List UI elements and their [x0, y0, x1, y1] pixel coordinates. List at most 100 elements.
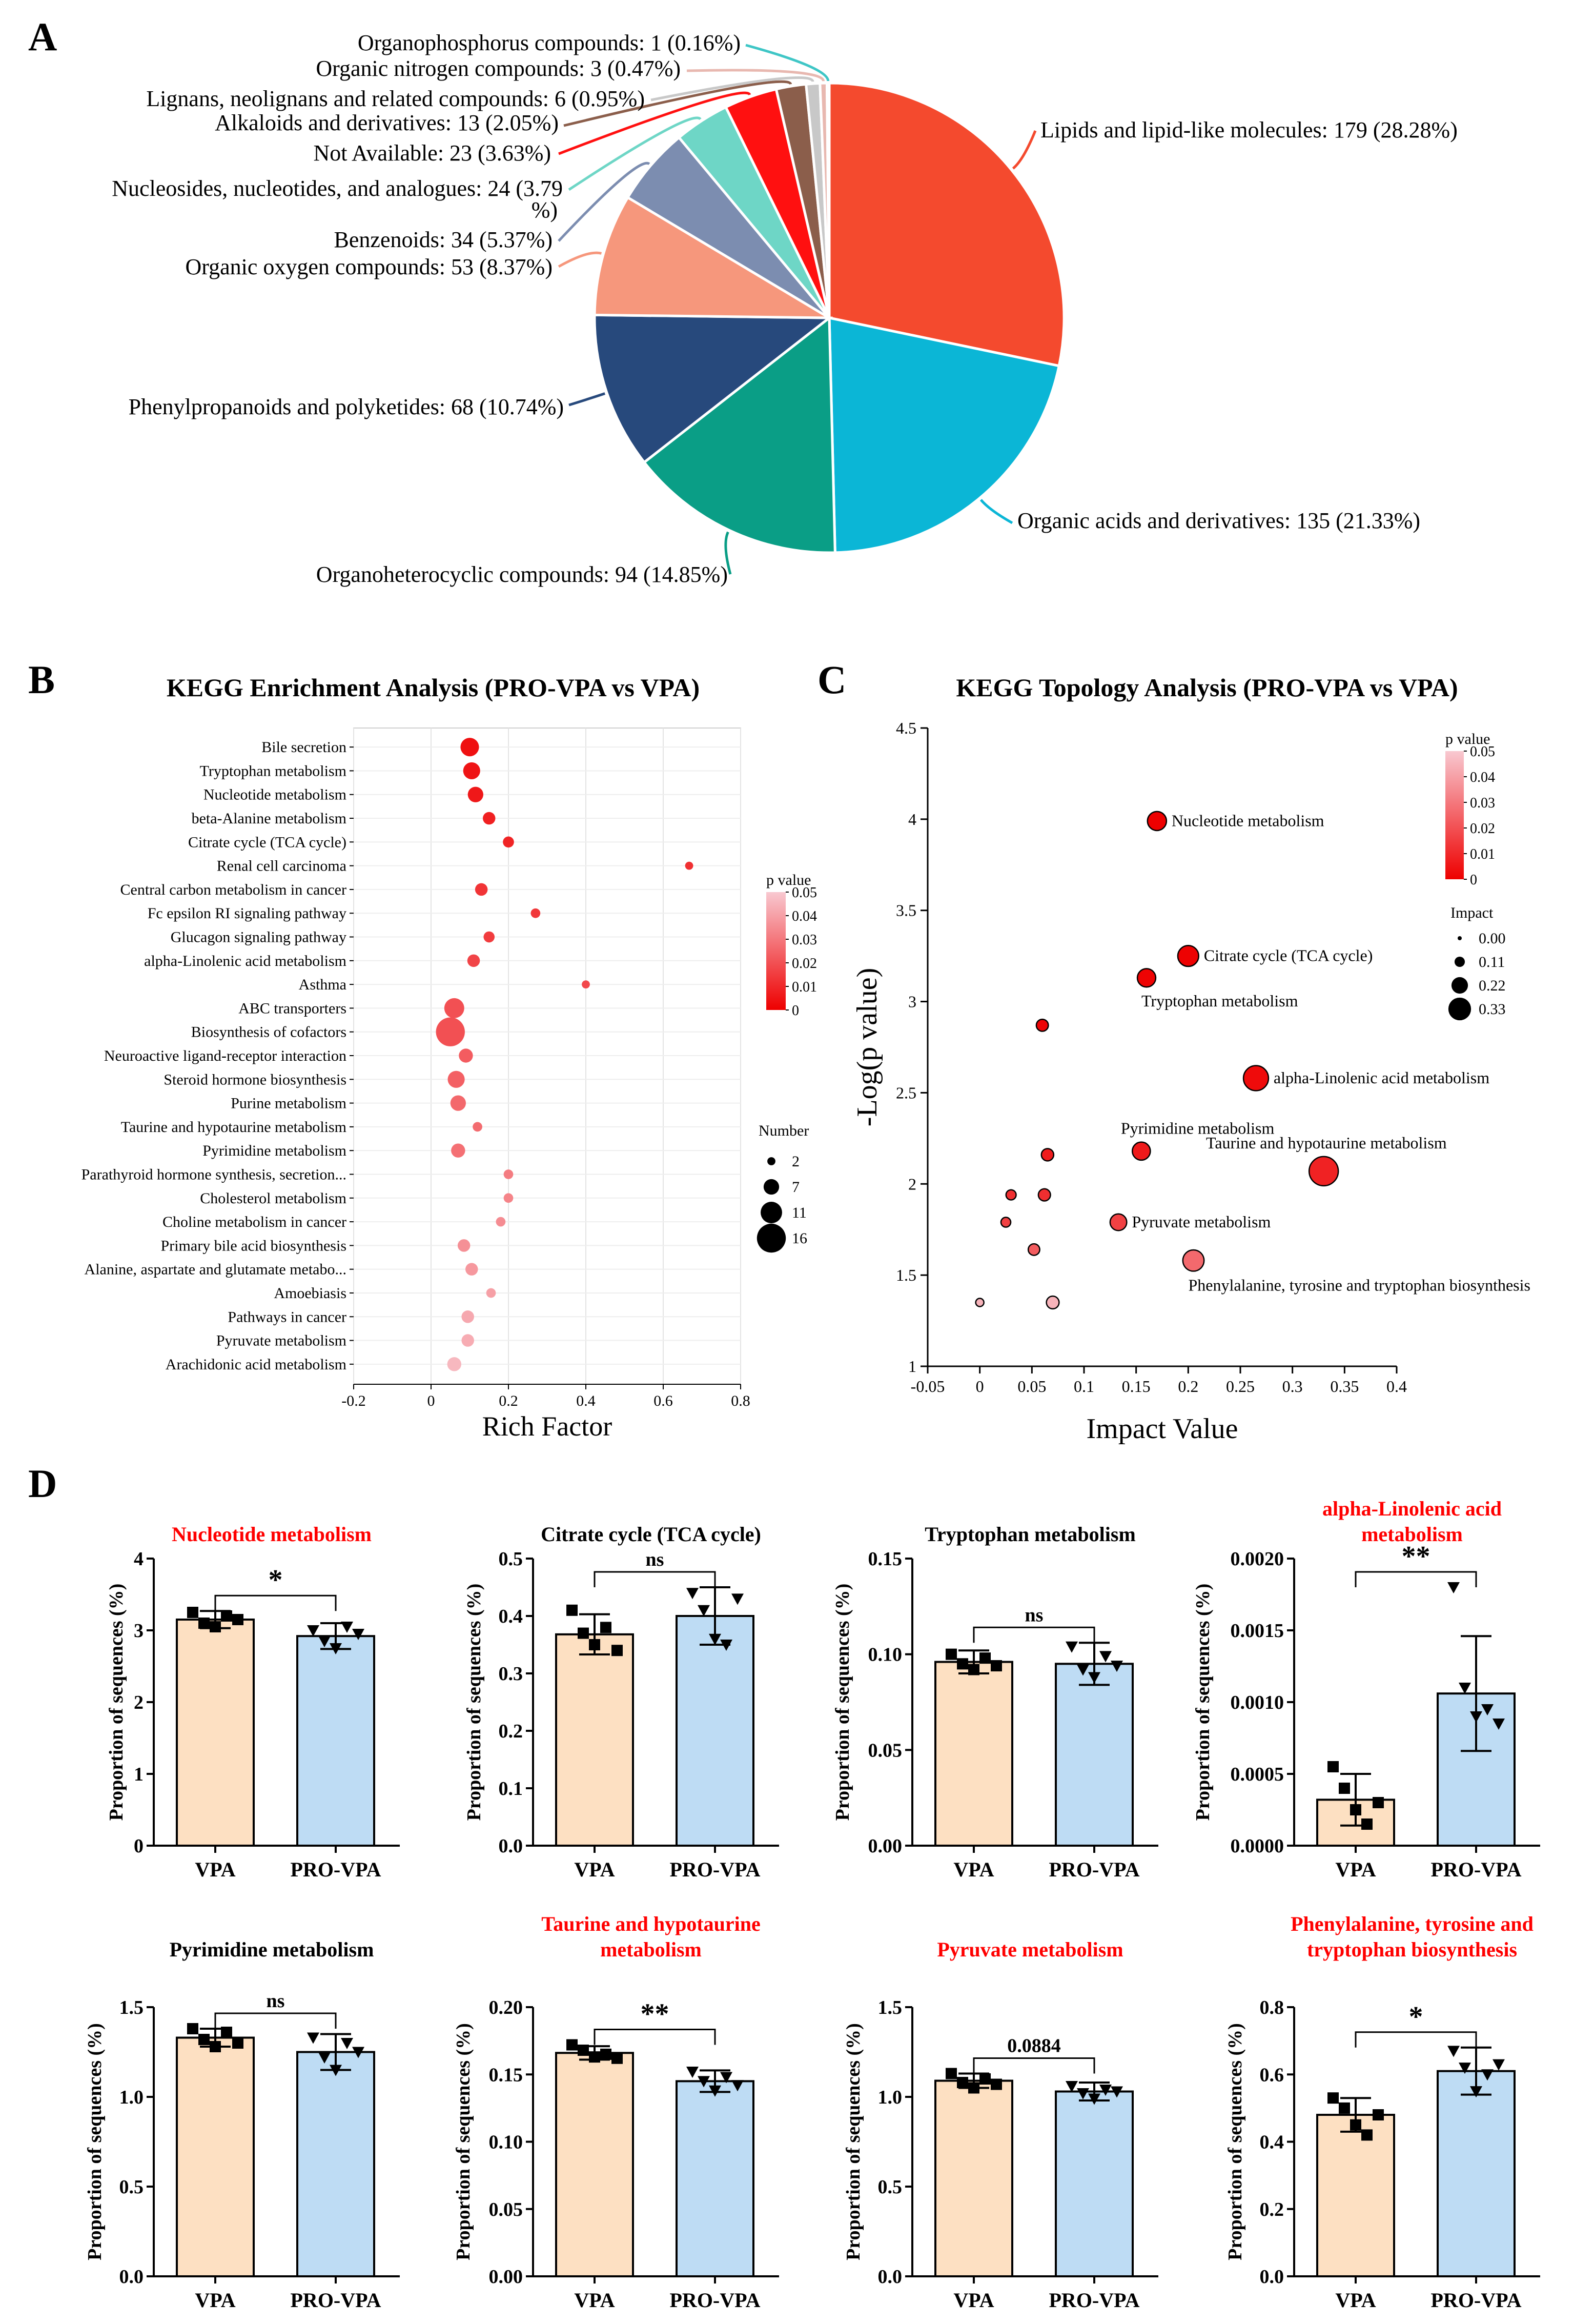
enrichment-dot — [530, 908, 541, 918]
data-point — [600, 2048, 611, 2060]
significance-label: * — [269, 1564, 283, 1596]
category-label: VPA — [195, 1858, 235, 1881]
x-tick-label: 0.4 — [1386, 1377, 1407, 1396]
data-point — [979, 1652, 991, 1664]
slice-label: Organic oxygen compounds: 53 (8.37%) — [185, 254, 553, 279]
data-point — [1470, 1711, 1482, 1723]
significance-label: ns — [1025, 1604, 1044, 1626]
pie-slice — [828, 316, 1061, 554]
topology-label: alpha-Linolenic acid metabolism — [1274, 1068, 1489, 1087]
x-tick-label: 0 — [976, 1377, 984, 1396]
slice-label: %) — [532, 197, 558, 223]
y-tick-label: 0.05 — [868, 1740, 903, 1761]
x-tick-label: 0.3 — [1282, 1377, 1303, 1396]
pie-slice — [825, 82, 831, 318]
leader-line — [558, 251, 602, 268]
data-point — [600, 1622, 611, 1633]
x-tick-label: 0.6 — [653, 1392, 673, 1409]
slice-label: Organic nitrogen compounds: 3 (0.47%) — [316, 56, 681, 81]
bar-chart-title: Pyrimidine metabolism — [170, 1938, 374, 1961]
y-tick-label: 3.5 — [896, 901, 916, 920]
pie-slice — [828, 82, 1066, 368]
y-axis-label: Proportion of sequences (%) — [84, 2023, 106, 2260]
legend-size-label: 16 — [792, 1230, 807, 1247]
category-label: PRO-VPA — [1049, 2289, 1140, 2312]
pie-chart: Lipids and lipid-like molecules: 179 (28… — [112, 30, 1458, 587]
topology-dot — [1005, 1189, 1017, 1201]
y-tick-label: 0.0000 — [1231, 1835, 1284, 1857]
legend-size-label: 0.22 — [1479, 977, 1506, 994]
bar — [1055, 2090, 1134, 2277]
y-tick-label: 1.0 — [878, 2087, 903, 2108]
pathway-label: Pyrimidine metabolism — [202, 1142, 346, 1159]
leader-line — [650, 76, 814, 102]
data-point — [957, 2077, 968, 2088]
pathway-label: Glucagon signaling pathway — [171, 929, 346, 946]
y-tick-label: 0.15 — [868, 1548, 903, 1570]
pathway-label: Citrate cycle (TCA cycle) — [188, 834, 346, 851]
y-tick-label: 4.5 — [896, 719, 916, 737]
y-tick-label: 0.0 — [499, 1835, 523, 1857]
data-point — [1099, 1651, 1112, 1663]
bar — [296, 1635, 375, 1847]
pathway-label: Pyruvate metabolism — [216, 1332, 346, 1349]
y-tick-label: 0.1 — [499, 1778, 523, 1800]
topology-label: Pyrimidine metabolism — [1121, 1119, 1275, 1138]
y-tick-label: 0.0 — [119, 2266, 144, 2288]
data-point — [318, 2052, 331, 2064]
category-label: VPA — [953, 1858, 994, 1881]
bar — [1437, 2070, 1516, 2277]
legend-tick-label: 0.02 — [792, 956, 817, 972]
data-point — [1350, 1804, 1361, 1815]
leader-line — [563, 80, 792, 127]
category-label: PRO-VPA — [1431, 2289, 1522, 2312]
enrichment-dot — [450, 1095, 466, 1111]
category-label: VPA — [1335, 2289, 1376, 2312]
pathway-label: Pathways in cancer — [228, 1308, 346, 1325]
data-point — [210, 1621, 221, 1632]
legend-colorbar — [1445, 751, 1464, 879]
data-point — [1373, 1797, 1384, 1808]
y-tick-label: 0.0010 — [1231, 1692, 1284, 1713]
slice-label: Alkaloids and derivatives: 13 (2.05%) — [215, 110, 559, 135]
pathway-label: Parathyroid hormone synthesis, secretion… — [81, 1166, 346, 1183]
data-point — [210, 2041, 221, 2052]
x-axis-label: Rich Factor — [482, 1411, 612, 1442]
x-tick-label: 0.2 — [1178, 1377, 1198, 1396]
enrichment-dot — [436, 1017, 465, 1046]
slice-label: Nucleosides, nucleotides, and analogues:… — [112, 176, 563, 201]
slice-label: Organophosphorus compounds: 1 (0.16%) — [358, 30, 741, 55]
pathway-label: Fc epsilon RI signaling pathway — [148, 905, 346, 922]
legend-tick-label: 0.05 — [792, 885, 817, 901]
pathway-label: Purine metabolism — [231, 1095, 346, 1112]
data-point — [1361, 1818, 1373, 1830]
data-point — [1111, 2086, 1123, 2098]
data-point — [1493, 2059, 1505, 2071]
y-tick-label: 1.5 — [878, 1997, 903, 2018]
data-point — [566, 1604, 578, 1616]
legend-title: Impact — [1450, 904, 1494, 921]
legend-size-dot — [757, 1223, 786, 1253]
topology-dot — [1000, 1217, 1012, 1228]
legend-size-label: 0.33 — [1479, 1001, 1506, 1018]
data-point — [1339, 1783, 1350, 1794]
pathway-label: Primary bile acid biosynthesis — [161, 1237, 346, 1254]
panel-label-a: A — [28, 14, 57, 59]
category-label: PRO-VPA — [670, 1858, 761, 1881]
legend-tick-label: 0.02 — [1470, 821, 1495, 837]
data-point — [1350, 2119, 1361, 2131]
y-tick-label: 0.0015 — [1231, 1620, 1284, 1642]
category-label: PRO-VPA — [291, 2289, 381, 2312]
bar-chart-title: metabolism — [1361, 1523, 1463, 1546]
leader-line — [686, 69, 825, 82]
data-point — [589, 2051, 600, 2063]
data-point — [341, 2038, 353, 2049]
y-axis-label: Proportion of sequences (%) — [1192, 1584, 1214, 1821]
topology-dot — [1131, 1141, 1151, 1161]
bar-chart-title: metabolism — [600, 1938, 702, 1961]
enrichment-dot — [685, 861, 693, 870]
bar-chart-title: Nucleotide metabolism — [172, 1523, 372, 1546]
y-tick-label: 0.2 — [1260, 2199, 1284, 2220]
enrichment-dot — [467, 954, 480, 967]
